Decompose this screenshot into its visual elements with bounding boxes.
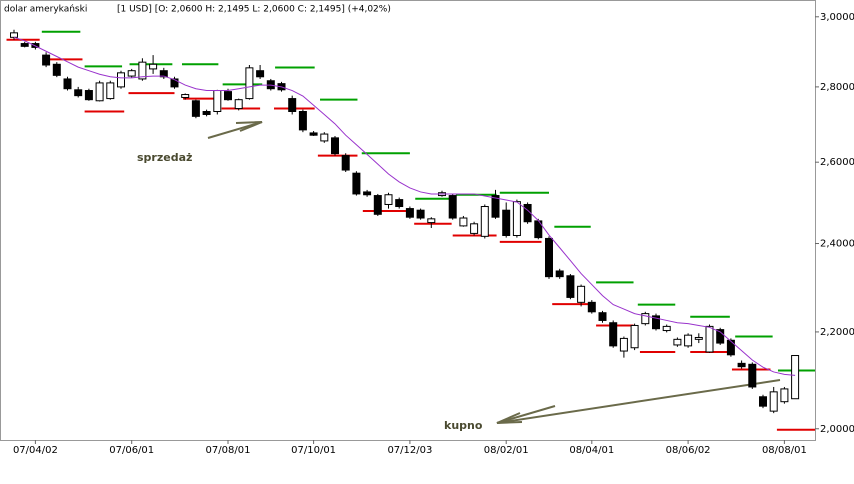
candle-body <box>726 339 735 356</box>
candle-body <box>512 201 521 237</box>
candle-body <box>245 67 254 100</box>
candle-body <box>673 338 682 346</box>
candle-body <box>652 315 660 330</box>
title-box <box>1 1 87 17</box>
moving-average <box>13 36 796 376</box>
candle-body <box>309 132 318 136</box>
candle-body <box>566 275 575 298</box>
y-tick-label: 2,4000 <box>820 239 854 250</box>
candle-body <box>138 61 147 80</box>
candle-body <box>609 322 618 347</box>
y-tick-label: 2,0000 <box>820 424 854 435</box>
candle-body <box>320 133 329 142</box>
candle-body <box>416 209 425 219</box>
candle-body <box>480 206 489 237</box>
x-tick-label: 08/04/01 <box>569 445 614 456</box>
candle-body <box>256 70 265 78</box>
candle-body <box>74 89 83 97</box>
candle-body <box>630 324 639 349</box>
x-tick-label: 08/08/01 <box>762 445 807 456</box>
candle-body <box>448 195 457 219</box>
candle-body <box>159 70 168 78</box>
chart-title: dolar amerykański <box>4 5 87 15</box>
candle-body <box>384 194 393 205</box>
candle-body <box>459 217 468 227</box>
candle-body <box>502 209 511 237</box>
candle-body <box>470 223 479 234</box>
buy-arrow <box>496 379 781 424</box>
candle-body <box>20 43 29 47</box>
candle-body <box>748 363 757 388</box>
candle-body <box>191 100 200 117</box>
candle-body <box>95 82 104 102</box>
x-tick-label: 07/06/01 <box>109 445 154 456</box>
candle-body <box>288 98 297 113</box>
x-tick-label: 07/12/03 <box>387 445 432 456</box>
candle-body <box>395 199 404 208</box>
candle-body <box>202 111 211 115</box>
candle-body <box>619 337 628 352</box>
candle-body <box>662 325 671 332</box>
candle-body <box>791 355 800 400</box>
candle-body <box>234 99 243 110</box>
candle-body <box>427 218 436 224</box>
candle-body <box>181 94 190 98</box>
plot-area <box>0 0 816 441</box>
candle-body <box>84 90 93 101</box>
annotation: sprzedaż <box>137 151 192 164</box>
candle-body <box>298 111 307 131</box>
candle-body <box>737 362 746 368</box>
candle-body <box>10 32 18 38</box>
candle-body <box>641 313 650 325</box>
chart-subtitle: [1 USD] [O: 2,0600 H: 2,1495 L: 2,0600 C… <box>117 5 391 15</box>
x-tick-label: 08/02/01 <box>484 445 529 456</box>
y-tick-label: 2,2000 <box>820 327 854 338</box>
candle-body <box>213 90 222 113</box>
candle-body <box>373 195 382 215</box>
candle-body <box>352 172 361 195</box>
candle-body <box>491 195 500 218</box>
x-tick-label: 08/06/02 <box>666 445 711 456</box>
candle-body <box>716 329 725 344</box>
x-tick-label: 07/10/01 <box>291 445 336 456</box>
annotation: kupno <box>444 419 483 432</box>
x-tick-label: 07/04/02 <box>13 445 58 456</box>
candle-body <box>149 63 158 70</box>
candle-body <box>769 391 778 412</box>
candle-body <box>117 72 125 88</box>
y-tick-label: 2,6000 <box>820 157 854 168</box>
candle-body <box>363 191 372 196</box>
candle-body <box>555 270 564 278</box>
candle-body <box>341 155 350 171</box>
candle-body <box>127 70 136 77</box>
candle-body <box>170 78 179 88</box>
candle-body <box>52 63 61 76</box>
candle-body <box>587 301 596 313</box>
candle-body <box>42 54 51 66</box>
y-tick-label: 2,8000 <box>820 82 854 93</box>
sell-arrow <box>207 121 263 139</box>
candle-body <box>224 91 232 101</box>
candle-body <box>759 396 767 407</box>
x-tick-label: 07/08/01 <box>206 445 251 456</box>
candle-body <box>694 336 703 340</box>
candle-body <box>780 388 789 403</box>
candle-body <box>106 82 115 100</box>
candle-body <box>545 237 553 278</box>
candle-body <box>598 312 607 321</box>
candle-body <box>63 78 72 90</box>
candle-body <box>331 137 339 155</box>
candle-body <box>684 334 693 347</box>
candle-body <box>405 208 414 218</box>
candle-body <box>577 285 586 303</box>
y-tick-label: 3,0000 <box>820 12 854 23</box>
candle-body <box>705 325 714 353</box>
